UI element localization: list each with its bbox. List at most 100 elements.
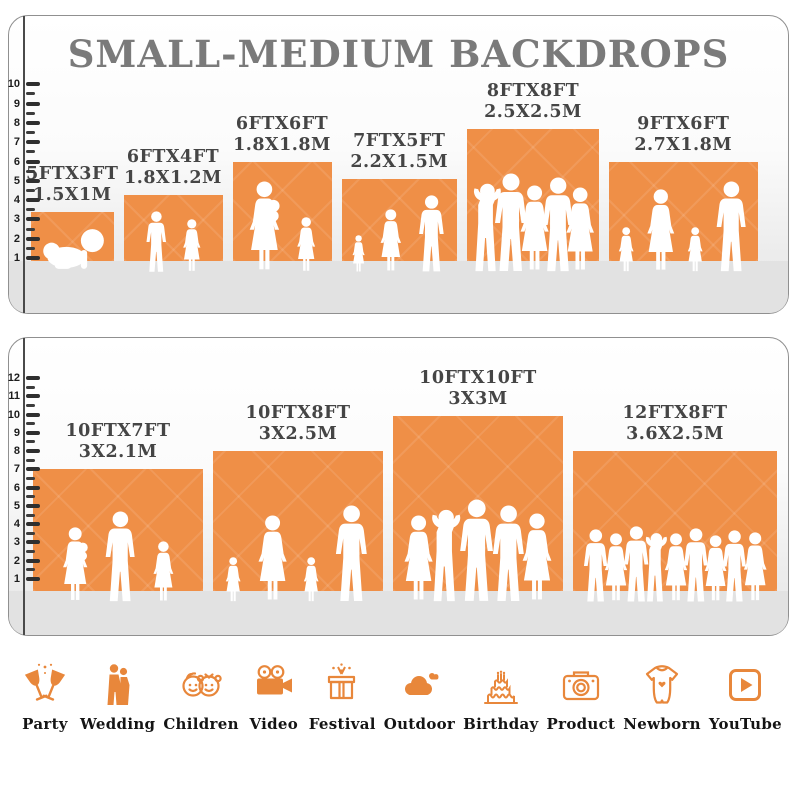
backdrop-size-label: 8FTX8FT 2.5X2.5M bbox=[433, 81, 633, 123]
ruler-number: 2 bbox=[13, 554, 20, 567]
ruler-tick-major bbox=[26, 101, 40, 106]
ruler-tick-major bbox=[26, 217, 40, 222]
size-m-text: 3X3M bbox=[448, 389, 508, 409]
size-ft-text: 9FTX6FT bbox=[637, 114, 730, 134]
ruler-tick-minor bbox=[26, 227, 35, 231]
category-label: Outdoor bbox=[383, 715, 456, 733]
ruler-tick-major bbox=[26, 198, 40, 203]
ruler-tick-major bbox=[26, 577, 40, 581]
ruler-number: 2 bbox=[13, 232, 20, 245]
ruler-tick-major bbox=[26, 430, 40, 435]
ruler-axis bbox=[23, 338, 25, 635]
category-label: Video bbox=[249, 715, 299, 733]
party-glasses-icon bbox=[22, 662, 68, 708]
ruler-number: 5 bbox=[13, 499, 20, 512]
backdrop-size-label: 10FTX7FT 3X2.1M bbox=[18, 421, 218, 463]
ruler-tick-major bbox=[26, 558, 40, 563]
children-faces-icon bbox=[178, 662, 224, 708]
ruler-tick-minor bbox=[26, 169, 35, 173]
category-video: Video bbox=[247, 662, 301, 733]
size-ft-text: 6FTX4FT bbox=[126, 147, 220, 167]
ruler-number: 8 bbox=[13, 116, 20, 129]
cloud-icon bbox=[396, 662, 442, 708]
backdrop-bar bbox=[393, 416, 563, 591]
backdrop-bar bbox=[31, 211, 114, 261]
backdrop-bar bbox=[123, 195, 223, 261]
photo-camera-icon bbox=[558, 662, 604, 708]
ruler-tick-minor bbox=[26, 513, 35, 517]
category-outdoor: Outdoor bbox=[384, 662, 455, 733]
ruler-tick-major bbox=[26, 540, 40, 545]
size-m-text: 2.2X1.5M bbox=[350, 151, 449, 172]
ruler-number: 6 bbox=[13, 481, 20, 494]
ruler-tick-major bbox=[26, 256, 40, 260]
ruler-number: 3 bbox=[13, 213, 20, 226]
stage-floor bbox=[9, 591, 788, 635]
play-button-icon bbox=[722, 662, 768, 708]
ruler-tick-major bbox=[26, 159, 40, 164]
ruler-tick-major bbox=[26, 394, 40, 399]
backdrop-size-label: 7FTX5FT 2.2X1.5M bbox=[299, 131, 499, 173]
size-m-text: 1.8X1.8M bbox=[233, 135, 331, 155]
ruler-tick-major bbox=[26, 522, 40, 527]
ruler-tick-minor bbox=[26, 188, 35, 192]
ruler-tick-major bbox=[26, 449, 40, 454]
ruler-tick-major bbox=[26, 120, 40, 125]
ruler-tick-major bbox=[26, 376, 40, 381]
size-m-text: 1.5X1M bbox=[32, 184, 112, 205]
baby-onesie-icon bbox=[639, 662, 685, 708]
backdrop-size-label: 5FTX3FT 1.5X1M bbox=[0, 164, 172, 206]
category-youtube: YouTube bbox=[709, 662, 782, 733]
ruler-number: 9 bbox=[13, 426, 20, 439]
ruler-number: 8 bbox=[13, 445, 20, 458]
ruler-tick-minor bbox=[26, 495, 35, 499]
backdrop-bar bbox=[232, 162, 332, 261]
video-camera-icon bbox=[251, 662, 297, 708]
category-party: Party bbox=[18, 662, 72, 733]
size-ft-text: 10FTX8FT bbox=[245, 403, 351, 423]
category-label: Product bbox=[546, 715, 616, 733]
size-ft-text: 10FTX7FT bbox=[65, 420, 171, 441]
backdrop-size-label: 12FTX8FT 3.6X2.5M bbox=[575, 403, 775, 445]
wedding-couple-icon bbox=[95, 662, 141, 708]
category-festival: Festival bbox=[309, 662, 376, 733]
backdrop-size-label: 9FTX6FT 2.7X1.8M bbox=[583, 114, 783, 156]
ruler-number: 11 bbox=[8, 390, 20, 403]
ruler-tick-major bbox=[26, 82, 40, 87]
ruler-number: 9 bbox=[13, 97, 20, 110]
category-newborn: Newborn bbox=[623, 662, 701, 733]
backdrop-bar bbox=[573, 451, 777, 591]
category-wedding: Wedding bbox=[80, 662, 155, 733]
size-m-text: 3.6X2.5M bbox=[626, 424, 724, 444]
size-ft-text: 6FTX6FT bbox=[235, 114, 329, 134]
backdrop-bar bbox=[33, 468, 203, 591]
ruler-tick-major bbox=[26, 236, 40, 241]
ruler-number: 6 bbox=[13, 155, 20, 168]
category-children: Children bbox=[163, 662, 238, 733]
backdrop-size-label: 10FTX10FT 3X3M bbox=[378, 368, 578, 410]
small-backdrops-panel: SMALL-MEDIUM BACKDROPS 1 2 3 4 5 6 7 8 9 10 5FTX3F… bbox=[8, 15, 789, 314]
size-m-text: 3X2.1M bbox=[78, 441, 158, 462]
ruler-number: 3 bbox=[13, 536, 20, 549]
size-m-text: 2.5X2.5M bbox=[484, 102, 582, 122]
ruler-tick-minor bbox=[26, 246, 35, 250]
ruler-tick-minor bbox=[26, 385, 35, 389]
ruler-tick-major bbox=[26, 503, 40, 508]
ruler-number: 4 bbox=[13, 518, 20, 531]
backdrop-bar bbox=[609, 162, 758, 261]
ruler-number: 12 bbox=[7, 372, 20, 385]
ruler-tick-major bbox=[26, 140, 40, 145]
category-label: Party bbox=[22, 715, 68, 733]
ruler-tick-major bbox=[26, 485, 40, 490]
page-title: SMALL-MEDIUM BACKDROPS bbox=[67, 32, 730, 76]
ruler-tick-major bbox=[26, 412, 40, 417]
medium-backdrops-panel: 1 2 3 4 5 6 7 8 9 10 11 12 10FTX7FT 3X2.1M 10FTX8FT 3X2… bbox=[8, 337, 789, 636]
size-ft-text: 8FTX8FT bbox=[486, 81, 580, 101]
backdrop-bar bbox=[341, 178, 457, 261]
ruler-number: 5 bbox=[13, 174, 20, 187]
ruler-tick-major bbox=[26, 467, 40, 472]
ruler-tick-minor bbox=[26, 477, 35, 480]
ruler-tick-minor bbox=[26, 111, 35, 115]
ruler-number: 10 bbox=[7, 408, 20, 421]
